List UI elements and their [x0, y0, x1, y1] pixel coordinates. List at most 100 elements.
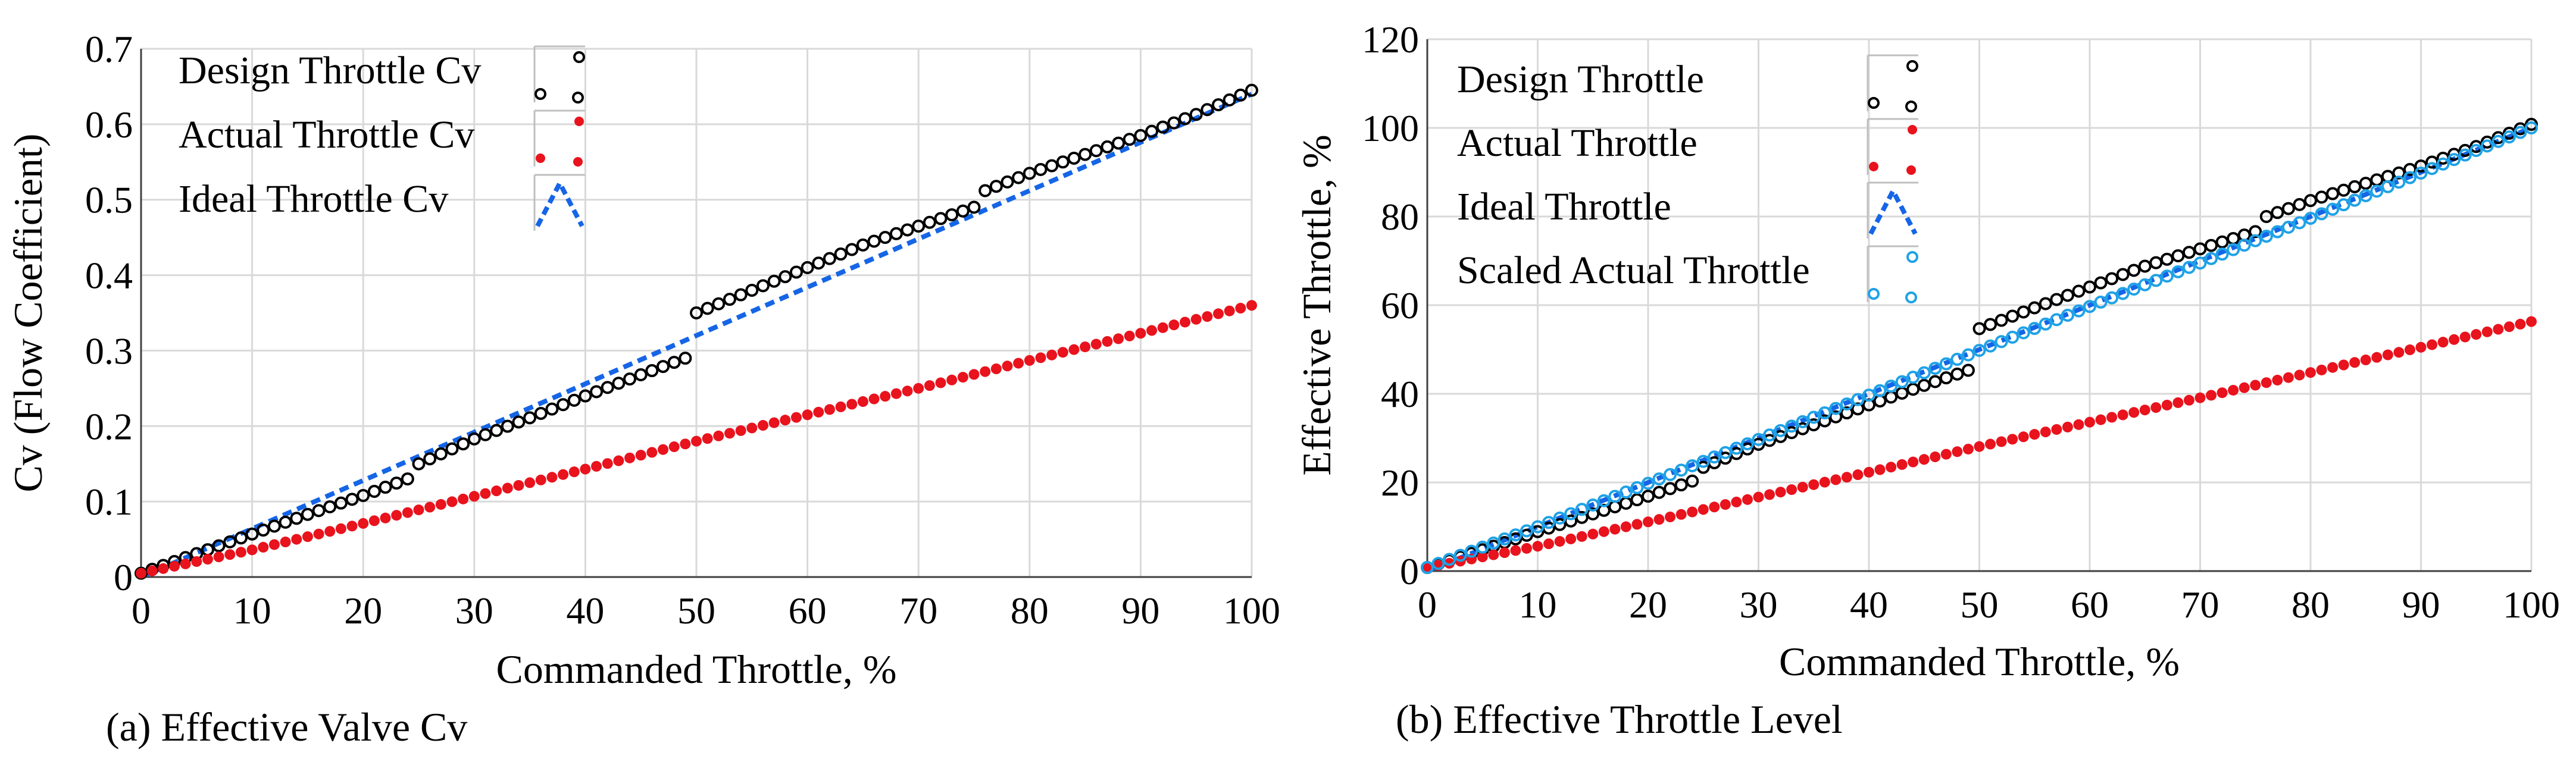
data-point — [2403, 171, 2416, 184]
data-point — [923, 215, 936, 229]
data-point — [701, 302, 714, 315]
data-point — [2028, 322, 2042, 336]
data-point — [379, 481, 392, 494]
data-point — [1101, 140, 1114, 153]
x-tick-label: 60 — [2071, 584, 2109, 626]
data-point — [1731, 496, 1742, 507]
data-point — [2237, 239, 2251, 252]
data-point — [823, 252, 836, 265]
data-point — [324, 526, 336, 537]
data-point — [1653, 514, 1665, 525]
data-point — [2072, 304, 2086, 318]
data-point — [2249, 225, 2262, 239]
data-point — [789, 265, 803, 279]
data-point — [2029, 429, 2040, 440]
data-point — [535, 474, 546, 485]
data-point — [423, 452, 437, 466]
data-point — [879, 231, 892, 244]
data-point — [1696, 454, 1710, 468]
legend-swatch — [535, 178, 584, 227]
data-point — [2161, 399, 2172, 410]
data-point — [1575, 503, 1589, 516]
data-point — [258, 541, 269, 553]
legend-swatch — [1905, 101, 1917, 112]
series-ideal-throttle-cv — [140, 92, 1253, 579]
data-point — [2525, 121, 2538, 134]
data-point — [713, 430, 724, 441]
data-point — [1068, 344, 1080, 355]
data-point — [1740, 437, 1754, 451]
data-point — [2515, 318, 2526, 330]
y-tick-label: 100 — [1362, 107, 1419, 149]
x-tick-label: 80 — [1011, 590, 1049, 632]
legend-label: Design Throttle — [1457, 58, 1704, 101]
data-point — [623, 372, 637, 386]
data-point — [1873, 394, 1887, 408]
data-point — [845, 243, 859, 256]
data-point — [2403, 162, 2416, 176]
y-tick-label: 0 — [1400, 550, 1419, 592]
data-point — [2105, 272, 2119, 286]
data-point — [546, 472, 558, 483]
data-point — [1046, 349, 1058, 360]
data-point — [1134, 128, 1148, 142]
data-point — [202, 554, 213, 565]
data-point — [1235, 303, 1246, 314]
data-point — [2228, 384, 2239, 396]
data-point — [1708, 450, 1721, 464]
data-point — [767, 274, 781, 288]
data-point — [735, 425, 746, 436]
data-point — [191, 556, 202, 567]
x-tick-label: 40 — [1850, 584, 1888, 626]
data-point — [491, 485, 502, 497]
data-point — [1774, 424, 1787, 437]
data-point — [2449, 334, 2460, 345]
x-tick-label: 30 — [455, 590, 493, 632]
data-point — [956, 204, 970, 218]
data-point — [2471, 329, 2482, 340]
data-point — [968, 369, 980, 380]
data-point — [2437, 337, 2449, 348]
data-point — [2392, 166, 2406, 180]
data-point — [1575, 510, 1589, 524]
data-point — [235, 547, 246, 558]
data-point — [1565, 533, 1577, 544]
data-point — [2217, 387, 2228, 399]
legend-label: Ideal Throttle Cv — [179, 177, 448, 221]
data-point — [146, 565, 158, 576]
data-point — [1994, 313, 2008, 327]
data-point — [267, 519, 281, 533]
data-point — [2084, 416, 2095, 428]
data-point — [602, 458, 613, 469]
data-point — [1764, 489, 1775, 500]
data-point — [2283, 372, 2294, 383]
x-tick-label: 40 — [566, 590, 604, 632]
x-tick-label: 50 — [1961, 584, 1999, 626]
data-point — [1202, 311, 1213, 322]
data-point — [1012, 171, 1026, 184]
data-point — [490, 424, 504, 437]
data-point — [2315, 190, 2328, 204]
data-point — [802, 409, 813, 421]
panel-caption: (b) Effective Throttle Level — [1396, 697, 1843, 742]
legend-swatch — [1868, 97, 1880, 109]
data-point — [345, 493, 359, 506]
data-point — [645, 364, 659, 378]
data-point — [1852, 469, 1864, 481]
data-point — [502, 482, 513, 494]
data-point — [323, 500, 337, 514]
data-point — [290, 512, 304, 525]
data-point — [2073, 419, 2084, 430]
data-point — [445, 442, 459, 456]
data-point — [2370, 173, 2384, 187]
data-point — [346, 521, 358, 532]
data-point — [1180, 316, 1191, 328]
data-point — [1034, 162, 1048, 176]
data-point — [1013, 358, 1024, 369]
data-point — [902, 385, 913, 397]
data-point — [790, 412, 802, 423]
legend-swatch — [1906, 60, 1918, 72]
data-point — [2458, 148, 2472, 162]
legend-swatch — [1908, 125, 1917, 134]
data-point — [501, 419, 514, 433]
